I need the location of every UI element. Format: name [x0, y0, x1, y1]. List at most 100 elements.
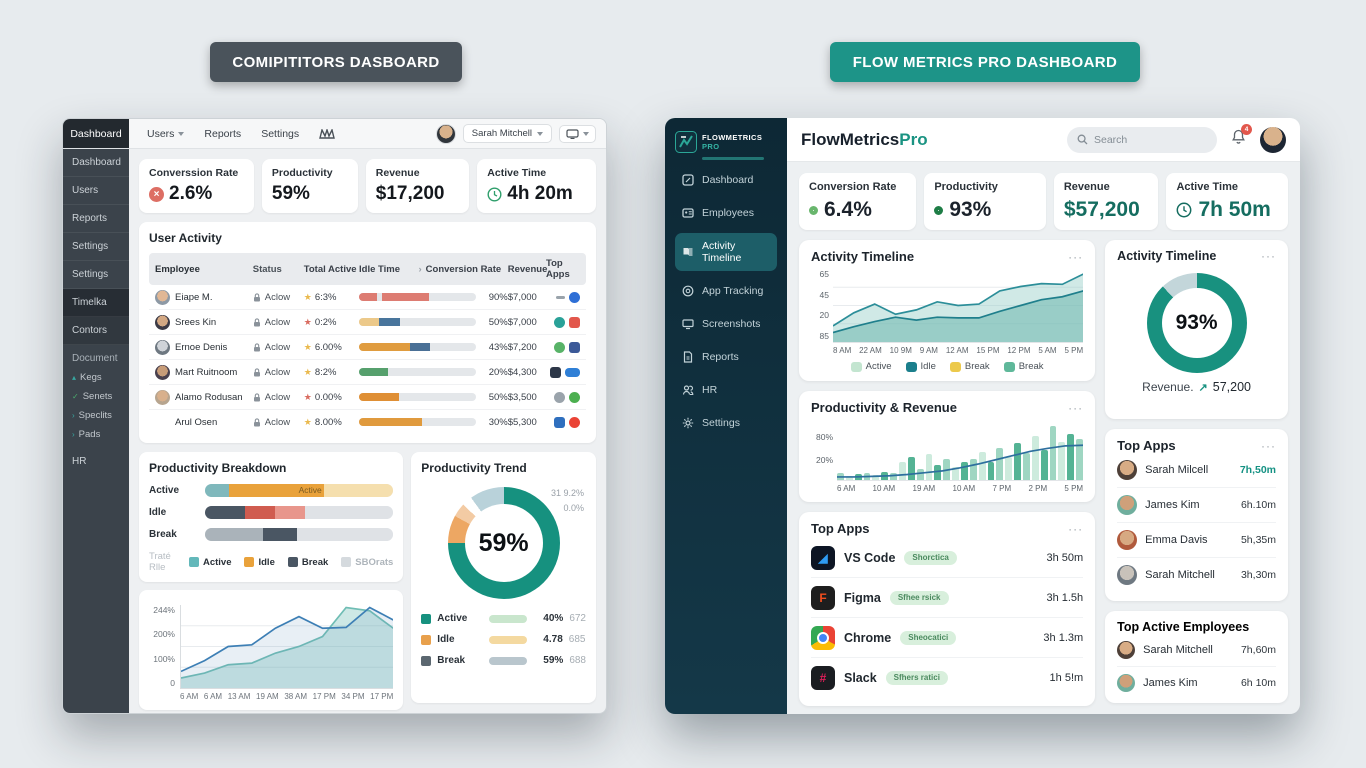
chevron-down-icon [537, 131, 543, 136]
card-title: Top Apps [811, 521, 870, 536]
sidebar-subitem-senets[interactable]: ✓ Senets [72, 391, 113, 402]
list-item[interactable]: James Kim 6h.10m [1117, 488, 1276, 523]
sidebar-item-app-tracking[interactable]: App Tracking [675, 278, 777, 304]
legend-chip [949, 361, 961, 372]
stat-conversion-rate: Conversion Rate 6.4% [799, 173, 917, 230]
status-badge: Sfhers ratici [885, 670, 948, 685]
sidebar-subitem-speclits[interactable]: › Speclits [72, 410, 112, 421]
legend-pill [489, 656, 528, 665]
at-icon [682, 285, 694, 297]
table-row[interactable]: Alamo Rodusan Aclow 0.00% 50% $3,500 [149, 385, 586, 410]
table-row[interactable]: Srees Kin Aclow 0:2% 50% $7,000 [149, 310, 586, 335]
status-badge: Shorctica [904, 550, 957, 565]
screen-icon [566, 128, 579, 139]
vscode-icon: ◢ [811, 545, 835, 570]
lock-icon [253, 292, 260, 301]
nav-reports[interactable]: Reports [204, 127, 242, 140]
screen-share-button[interactable] [559, 124, 596, 143]
trend-up-icon: ↗ [1198, 381, 1208, 394]
chrome-icon [811, 625, 835, 650]
table-row[interactable]: Arul Osen Aclow 8.00% 30% $5,300 [149, 410, 586, 434]
app-icon [554, 316, 565, 328]
status-badge: Sfhee rsick [889, 590, 949, 605]
more-options-icon[interactable]: ··· [1068, 521, 1084, 536]
donut-center-value: 93% [1175, 311, 1218, 334]
logo-tagline [702, 157, 764, 160]
sidebar-item-reports[interactable]: Reports [63, 205, 129, 233]
avatar[interactable] [1260, 126, 1286, 153]
sidebar-item-settings-2[interactable]: Settings [63, 261, 129, 289]
list-item[interactable]: # Slack Sfhers ratici 1h 5!m [811, 658, 1083, 697]
sidebar-item-screenshots[interactable]: Screenshots [675, 311, 777, 337]
productivity-breakdown-card: Productivity Breakdown Active Active Idl… [139, 452, 404, 582]
avatar [155, 364, 170, 380]
sidebar-item-timelka[interactable]: Timelka [63, 289, 129, 317]
app-icon [554, 416, 565, 428]
sidebar-item-hr[interactable]: HR [72, 456, 87, 467]
status-badge: Sheocatici [900, 630, 957, 645]
lock-icon [253, 367, 260, 376]
idle-time-bar [359, 368, 476, 376]
more-options-icon[interactable]: ··· [1068, 249, 1084, 264]
avatar [1117, 674, 1136, 692]
flowmetrics-sidebar: FLOWMETRICS PRO Dashboard Employees Acti… [665, 118, 787, 714]
list-item[interactable]: Sarah Mitchell 3h,30m [1117, 558, 1276, 592]
sidebar-section-document: Document [72, 353, 118, 364]
productivity-donut: 59% [447, 487, 560, 599]
nav-users[interactable]: Users [147, 128, 185, 140]
search-input[interactable]: Search [1067, 126, 1217, 153]
sidebar-subitem-pads[interactable]: › Pads [72, 429, 101, 440]
sidebar-item-contors[interactable]: Contors [63, 317, 129, 345]
card-title: Top Apps [1117, 438, 1176, 453]
table-row[interactable]: Mart Ruitnoom Aclow 8:2% 20% $4,300 [149, 360, 586, 385]
table-row[interactable]: Ernoe Denis Aclow 6.00% 43% $7,200 [149, 335, 586, 360]
sidebar-item-hr[interactable]: HR [675, 377, 777, 403]
app-icon [569, 291, 580, 303]
list-item[interactable]: ◢ VS Code Shorctica 3h 50m [811, 538, 1084, 578]
y-axis-labels: 80% 20% [815, 431, 833, 465]
sidebar-item-settings[interactable]: Settings [63, 233, 129, 261]
sidebar-item-dashboard[interactable]: Dashboard [63, 149, 129, 177]
footer-label: Traté Rlle [149, 551, 171, 573]
avatar[interactable] [435, 123, 456, 144]
notifications-button[interactable]: 4 [1229, 124, 1252, 152]
chevron-down-icon [583, 131, 589, 136]
sidebar-item-dashboard[interactable]: Dashboard [675, 167, 777, 193]
more-options-icon[interactable]: ··· [1261, 249, 1276, 263]
sidebar-item-users[interactable]: Users [63, 177, 129, 205]
breakdown-bar-active: Active [205, 484, 394, 497]
gear-icon [682, 417, 694, 429]
legend-chip [421, 655, 432, 666]
avatar [1117, 460, 1138, 480]
top-active-employees-card: Top Active Employees Sarah Mitchell 7h,6… [1105, 611, 1288, 703]
line-chart [180, 605, 394, 689]
sidebar-item-activity-timeline[interactable]: Activity Timeline [675, 233, 777, 271]
legend-chip [287, 557, 298, 567]
list-item[interactable]: F Figma Sfhee rsick 3h 1.5h [811, 578, 1084, 618]
table-header: Employee Status Total Active Idle Time ›… [149, 253, 586, 285]
more-options-icon[interactable]: ··· [1261, 438, 1276, 453]
stat-revenue: Revenue $17,200 [365, 159, 470, 213]
app-title: FlowMetricsPro [801, 129, 928, 149]
sidebar-item-reports[interactable]: Reports [675, 344, 777, 370]
sidebar-item-settings[interactable]: Settings [675, 410, 777, 436]
breakdown-bar-idle [205, 506, 394, 519]
footer-value: 57,200 [1212, 380, 1251, 394]
nav-settings[interactable]: Settings [261, 127, 300, 140]
avatar [155, 415, 170, 430]
sidebar-item-employees[interactable]: Employees [675, 200, 777, 226]
table-row[interactable]: Eiape M. Aclow 6:3% 90% $7,000 [149, 285, 586, 310]
sidebar-subitem-kegs[interactable]: ▴ Kegs [72, 372, 102, 383]
user-menu[interactable]: Sarah Mitchell [462, 124, 552, 143]
list-item[interactable]: Sarah Mitchell 7h,60m [1117, 634, 1276, 667]
list-item[interactable]: Sarah Milcell 7h,50m [1117, 453, 1276, 488]
dashboard-tab[interactable]: Dashboard [63, 119, 129, 148]
star-icon [304, 342, 312, 353]
legend-pill [489, 614, 528, 623]
search-icon [1077, 134, 1088, 145]
figma-icon: F [811, 585, 835, 610]
list-item[interactable]: James Kim 6h 10m [1117, 667, 1276, 699]
more-options-icon[interactable]: ··· [1068, 400, 1084, 415]
list-item[interactable]: Chrome Sheocatici 3h 1.3m [811, 618, 1084, 658]
list-item[interactable]: Emma Davis 5h,35m [1117, 523, 1276, 558]
